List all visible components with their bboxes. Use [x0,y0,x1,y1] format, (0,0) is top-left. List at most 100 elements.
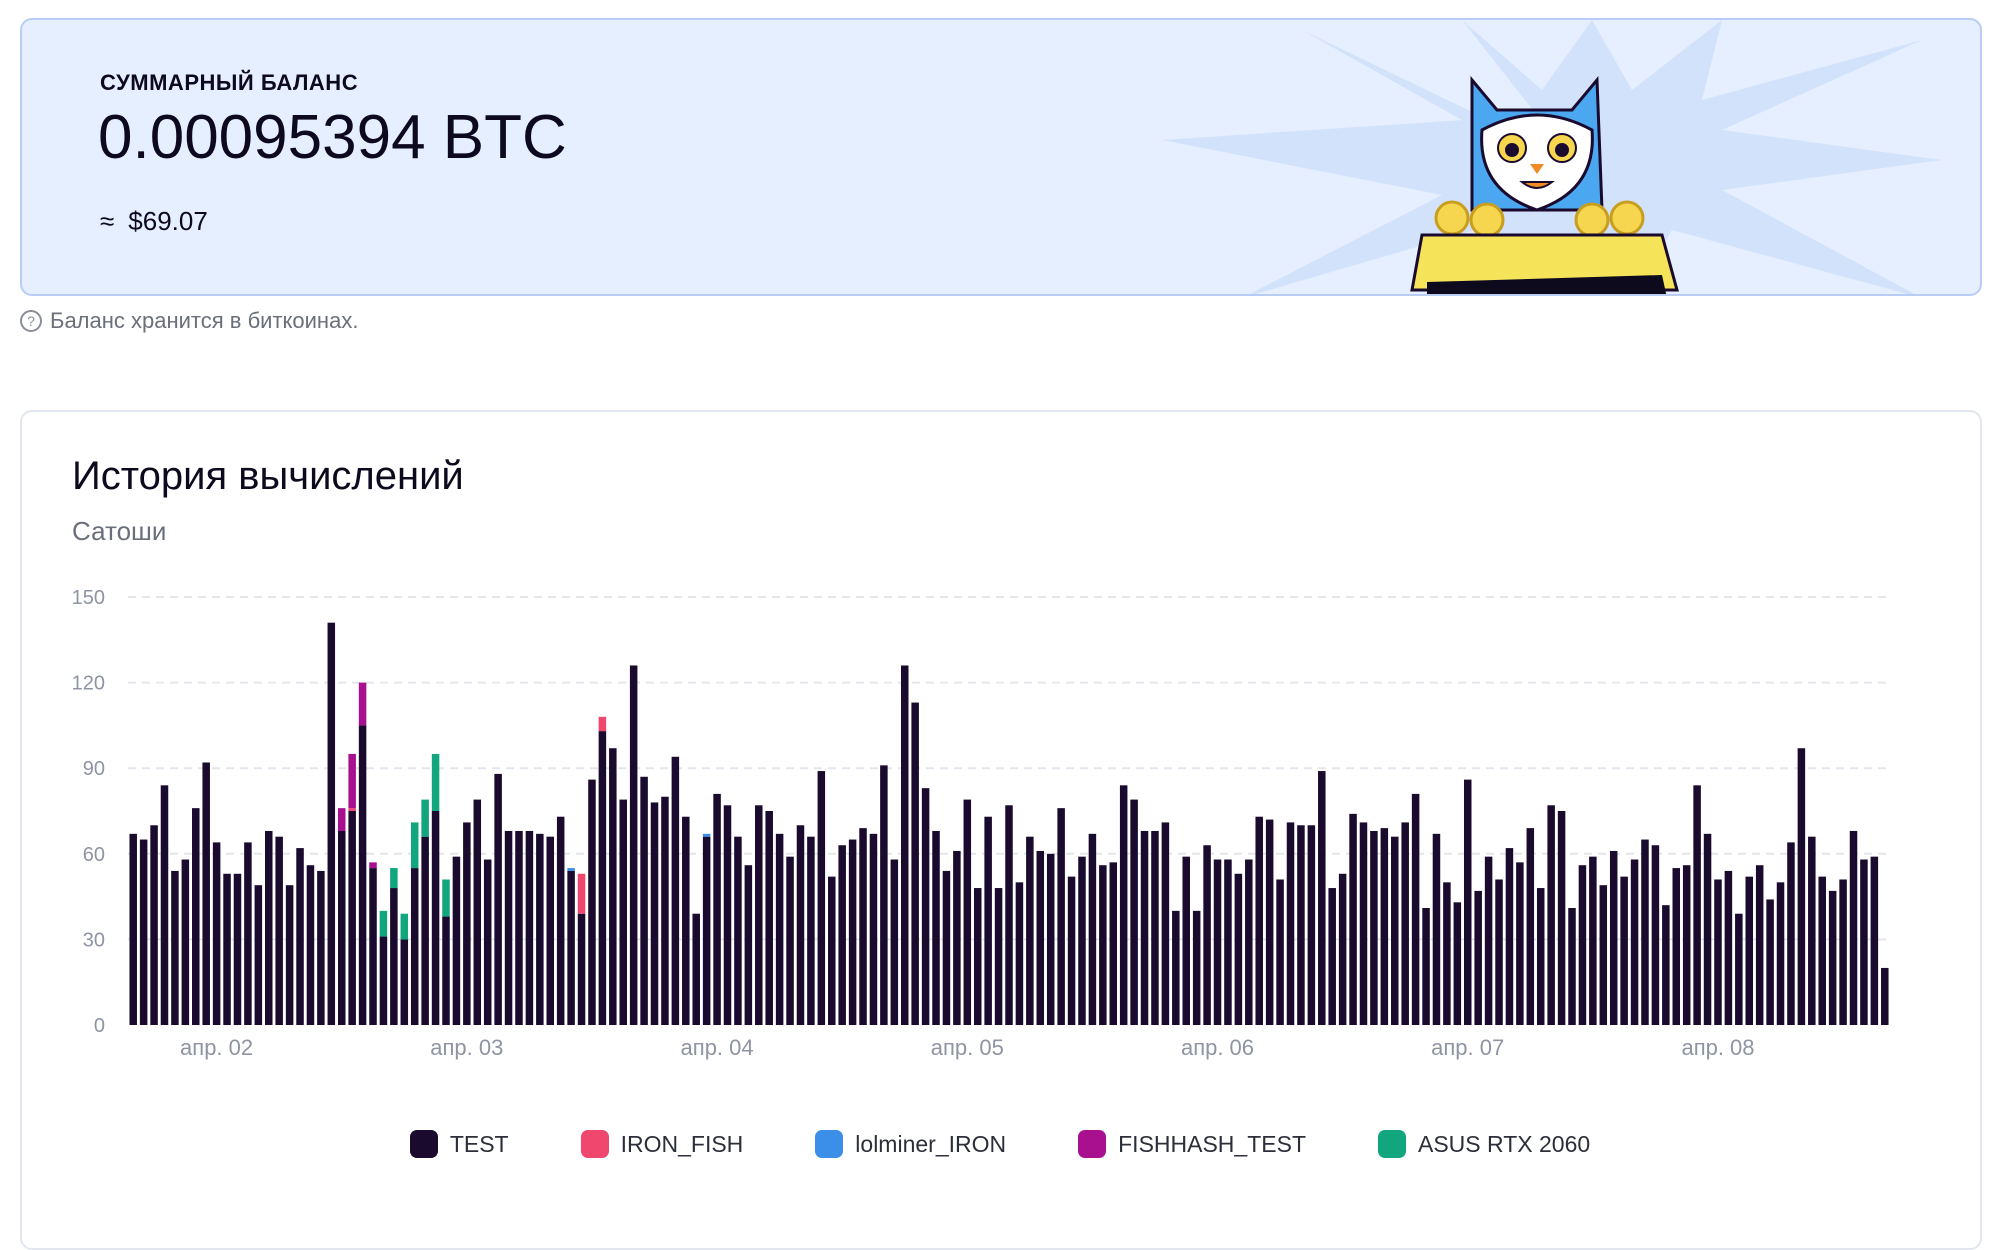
bar-segment-test[interactable] [1192,910,1201,1025]
bar-segment-test[interactable] [275,836,283,1025]
bar-segment-test[interactable] [598,731,607,1025]
bar-segment-test[interactable] [1359,822,1368,1025]
legend-item[interactable]: IRON_FISH [580,1130,743,1158]
bar-segment-test[interactable] [296,848,304,1025]
bar-segment-test[interactable] [786,856,794,1025]
bar-segment-test[interactable] [609,748,617,1025]
bar-segment-test[interactable] [734,836,742,1025]
bar-segment-test[interactable] [1140,830,1149,1025]
bar-segment-iron-fish[interactable] [577,873,586,914]
bar-segment-test[interactable] [1474,890,1482,1025]
bar-segment-test[interactable] [984,816,992,1025]
bar-segment-test[interactable] [880,765,888,1025]
bar-segment-test[interactable] [1443,882,1451,1025]
bar-segment-test[interactable] [1161,822,1170,1025]
bar-segment-test[interactable] [1286,822,1295,1025]
bar-segment-test[interactable] [129,833,137,1025]
bar-segment-test[interactable] [953,850,961,1025]
bar-segment-test[interactable] [807,836,815,1025]
bar-segment-test[interactable] [442,916,450,1025]
bar-segment-test[interactable] [317,870,325,1025]
bar-segment-test[interactable] [181,859,190,1025]
bar-segment-test[interactable] [1547,805,1555,1025]
bar-segment-test[interactable] [1682,865,1691,1025]
bar-segment-test[interactable] [1245,859,1253,1025]
bar-segment-test[interactable] [1151,830,1159,1025]
bar-segment-test[interactable] [942,870,951,1025]
bar-segment-test[interactable] [1078,856,1086,1025]
bar-segment-test[interactable] [1839,879,1847,1025]
bar-segment-test[interactable] [1046,853,1055,1025]
bar-segment-test[interactable] [327,622,336,1025]
bar-segment-test[interactable] [285,885,294,1025]
bar-segment-asus-rtx-2060[interactable] [390,868,398,889]
bar-segment-test[interactable] [577,913,586,1025]
bar-segment-test[interactable] [1484,856,1493,1025]
bar-segment-asus-rtx-2060[interactable] [421,799,429,837]
bar-segment-test[interactable] [1109,862,1118,1025]
bar-segment-test[interactable] [817,771,826,1025]
bar-segment-test[interactable] [1808,836,1816,1025]
bar-segment-test[interactable] [1557,811,1566,1025]
bar-segment-test[interactable] [973,888,982,1025]
bar-segment-asus-rtx-2060[interactable] [400,913,409,940]
bar-segment-test[interactable] [629,665,638,1025]
bar-segment-test[interactable] [1318,771,1326,1025]
bar-segment-iron-fish[interactable] [348,808,356,811]
bar-segment-test[interactable] [525,830,534,1025]
bar-segment-test[interactable] [1703,833,1712,1025]
bar-segment-test[interactable] [1391,836,1399,1025]
bar-segment-test[interactable] [744,865,753,1025]
bar-segment-test[interactable] [1307,825,1316,1025]
bar-segment-test[interactable] [1672,868,1681,1025]
bar-segment-test[interactable] [1453,902,1462,1025]
bar-segment-test[interactable] [1203,845,1211,1025]
bar-segment-test[interactable] [1536,888,1545,1025]
legend-item[interactable]: ASUS RTX 2060 [1378,1130,1590,1158]
bar-segment-test[interactable] [900,665,909,1025]
bar-segment-test[interactable] [765,811,773,1025]
bar-segment-test[interactable] [1495,879,1503,1025]
bar-segment-test[interactable] [473,799,482,1025]
bar-segment-test[interactable] [1370,830,1378,1025]
bar-segment-asus-rtx-2060[interactable] [410,822,419,869]
bar-segment-test[interactable] [682,816,690,1025]
bar-segment-asus-rtx-2060[interactable] [431,753,440,811]
bar-segment-test[interactable] [463,822,471,1025]
bar-segment-test[interactable] [1755,865,1764,1025]
legend-item[interactable]: lolminer_IRON [815,1130,1006,1158]
bar-segment-test[interactable] [1818,876,1826,1025]
bar-segment-test[interactable] [838,845,846,1025]
bar-segment-test[interactable] [1609,850,1618,1025]
bar-segment-test[interactable] [1693,785,1701,1025]
bar-segment-fishhash-test[interactable] [337,808,346,831]
bar-segment-test[interactable] [1015,882,1024,1025]
bar-segment-test[interactable] [775,833,784,1025]
bar-segment-test[interactable] [588,779,596,1025]
bar-segment-test[interactable] [452,856,461,1025]
bar-segment-test[interactable] [1130,799,1138,1025]
bar-segment-test[interactable] [504,830,513,1025]
bar-segment-test[interactable] [306,865,315,1025]
bar-segment-test[interactable] [1881,967,1889,1025]
bar-segment-test[interactable] [1578,865,1587,1025]
bar-segment-test[interactable] [1662,905,1670,1025]
bar-segment-test[interactable] [202,762,210,1025]
bar-segment-fishhash-test[interactable] [369,862,377,869]
bar-segment-test[interactable] [1651,845,1660,1025]
bar-segment-iron-fish[interactable] [598,716,607,732]
bar-segment-test[interactable] [1724,870,1733,1025]
bar-segment-test[interactable] [1766,899,1774,1025]
bar-segment-test[interactable] [1067,876,1076,1025]
bar-segment-test[interactable] [1401,822,1409,1025]
bar-segment-test[interactable] [171,870,179,1025]
question-circle-icon[interactable]: ? [20,310,42,332]
bar-segment-test[interactable] [671,756,680,1025]
bar-segment-test[interactable] [1099,865,1107,1025]
legend-item[interactable]: FISHHASH_TEST [1078,1130,1306,1158]
bar-segment-test[interactable] [1630,859,1639,1025]
bar-segment-test[interactable] [911,702,919,1025]
bar-segment-test[interactable] [1057,808,1065,1025]
bar-segment-test[interactable] [1380,828,1389,1025]
bar-segment-test[interactable] [1787,842,1795,1025]
